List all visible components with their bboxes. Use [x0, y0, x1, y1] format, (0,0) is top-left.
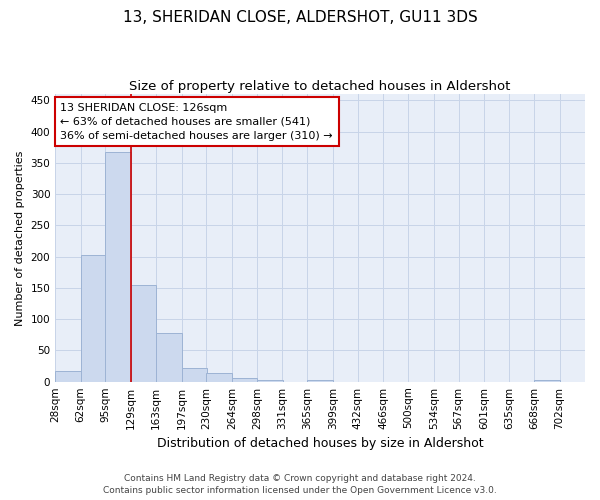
- Bar: [232, 378, 257, 382]
- Bar: [534, 380, 560, 382]
- Text: 13 SHERIDAN CLOSE: 126sqm
← 63% of detached houses are smaller (541)
36% of semi: 13 SHERIDAN CLOSE: 126sqm ← 63% of detac…: [61, 103, 333, 141]
- Text: 13, SHERIDAN CLOSE, ALDERSHOT, GU11 3DS: 13, SHERIDAN CLOSE, ALDERSHOT, GU11 3DS: [122, 10, 478, 25]
- Bar: [106, 152, 131, 382]
- Title: Size of property relative to detached houses in Aldershot: Size of property relative to detached ho…: [130, 80, 511, 93]
- Bar: [55, 371, 80, 382]
- Bar: [257, 380, 283, 382]
- Bar: [131, 285, 156, 382]
- Bar: [206, 373, 232, 382]
- Bar: [156, 333, 182, 382]
- X-axis label: Distribution of detached houses by size in Aldershot: Distribution of detached houses by size …: [157, 437, 484, 450]
- Y-axis label: Number of detached properties: Number of detached properties: [15, 150, 25, 326]
- Bar: [182, 368, 207, 382]
- Text: Contains HM Land Registry data © Crown copyright and database right 2024.
Contai: Contains HM Land Registry data © Crown c…: [103, 474, 497, 495]
- Bar: [80, 256, 106, 382]
- Bar: [307, 380, 333, 382]
